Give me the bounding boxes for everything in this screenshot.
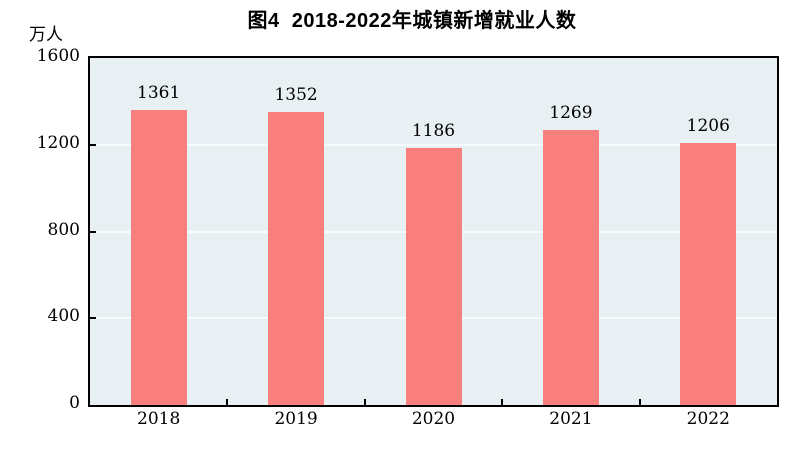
y-tick-mark-800: [90, 230, 96, 233]
y-tick-mark-1200: [90, 143, 96, 146]
x-tick-label-2022: 2022: [686, 409, 730, 429]
chart-title: 图4 2018-2022年城镇新增就业人数: [247, 10, 577, 32]
x-tick-label-2019: 2019: [274, 409, 318, 429]
x-tick-mark-4: [638, 399, 641, 405]
bar-value-label-2019: 1352: [274, 84, 318, 105]
x-tick-mark-3: [501, 399, 504, 405]
y-tick-label-0: 0: [69, 393, 80, 413]
x-tick-label-2020: 2020: [411, 409, 456, 429]
y-axis-unit-label: 万人: [29, 25, 63, 45]
bar-value-label-2021: 1269: [549, 102, 593, 123]
bar-value-label-2020: 1186: [411, 120, 456, 141]
y-tick-label-1600: 1600: [36, 46, 80, 66]
y-tick-label-400: 400: [47, 306, 80, 327]
bar-2020: [405, 147, 462, 405]
y-tick-label-1200: 1200: [36, 132, 80, 153]
bar-2022: [680, 143, 737, 405]
bar-value-label-2018: 1361: [137, 82, 181, 103]
plot-area: 1361 1352 1186 1269 1206: [88, 56, 779, 407]
x-tick-label-2021: 2021: [549, 409, 593, 429]
bar-2019: [268, 111, 325, 405]
x-tick-mark-1: [226, 399, 229, 405]
bar-2021: [542, 129, 599, 405]
y-tick-label-800: 800: [47, 219, 80, 240]
gridline-1200: [90, 143, 777, 146]
bar-2018: [130, 109, 187, 405]
x-tick-label-2018: 2018: [137, 409, 181, 429]
y-tick-mark-400: [90, 317, 96, 320]
bar-value-label-2022: 1206: [686, 116, 730, 137]
x-tick-mark-2: [363, 399, 366, 405]
